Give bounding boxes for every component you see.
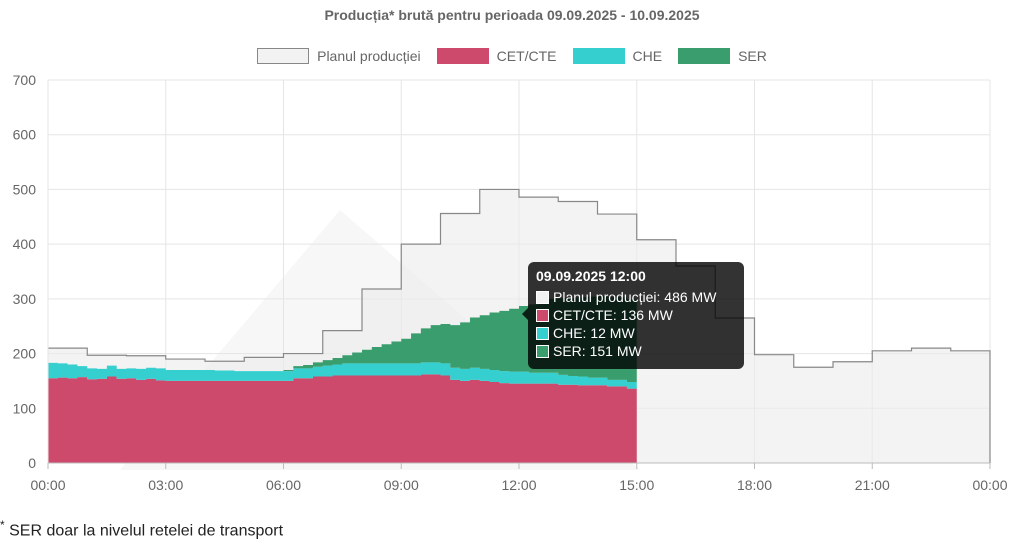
tooltip-title: 09.09.2025 12:00	[536, 268, 646, 284]
tooltip-caret	[522, 308, 528, 320]
tooltip-text-che: CHE: 12 MW	[553, 325, 635, 341]
y-tick-label: 100	[13, 400, 37, 416]
tooltip-swatch-cet-cte	[536, 308, 549, 322]
chart-title: Producția* brută pentru perioada 09.09.2…	[324, 7, 700, 23]
legend-label-che: CHE	[632, 48, 663, 64]
legend-swatch-ser	[678, 48, 731, 64]
legend-swatch-cet-cte	[436, 48, 489, 64]
x-tick-label: 03:00	[148, 477, 183, 493]
legend-item-che[interactable]: CHE	[572, 48, 663, 64]
tooltip-row-ser: SER: 151 MW	[536, 342, 736, 360]
y-tick-label: 300	[13, 291, 37, 307]
x-tick-label: 06:00	[266, 477, 301, 493]
footnote: * SER doar la nivelul retelei de transpo…	[0, 518, 283, 540]
x-tick-label: 15:00	[619, 477, 654, 493]
tooltip-row-plan: Planul producției: 486 MW	[536, 288, 736, 306]
legend-label-plan: Planul producției	[317, 48, 421, 64]
x-tick-label: 18:00	[737, 477, 772, 493]
x-tick-label: 09:00	[384, 477, 419, 493]
legend-item-plan[interactable]: Planul producției	[257, 48, 421, 64]
x-tick-label: 12:00	[501, 477, 536, 493]
footnote-text: SER doar la nivelul retelei de transport	[9, 522, 284, 540]
y-tick-label: 700	[13, 72, 37, 88]
tooltip-swatch-plan	[536, 290, 549, 304]
tooltip-text-cet-cte: CET/CTE: 136 MW	[553, 307, 673, 323]
chart-legend: Planul producției CET/CTE CHE SER	[0, 48, 1024, 64]
y-tick-label: 400	[13, 236, 37, 252]
series-line-plan	[48, 188, 991, 463]
legend-item-cet-cte[interactable]: CET/CTE	[436, 48, 557, 64]
x-tick-label: 00:00	[30, 477, 65, 493]
series-area-ser	[48, 295, 637, 383]
y-tick-label: 200	[13, 346, 37, 362]
chart-tooltip: 09.09.2025 12:00 Planul producției: 486 …	[522, 262, 744, 369]
y-tick-label: 0	[28, 455, 36, 471]
tooltip-text-ser: SER: 151 MW	[553, 343, 642, 359]
legend-swatch-che	[572, 48, 625, 64]
legend-label-ser: SER	[738, 48, 767, 64]
tooltip-text-plan: Planul producției: 486 MW	[553, 289, 717, 305]
footnote-asterisk: *	[0, 518, 5, 532]
x-tick-label: 21:00	[855, 477, 890, 493]
series-area-cet-cte	[48, 374, 637, 463]
legend-swatch-plan	[257, 48, 310, 64]
y-tick-label: 500	[13, 181, 37, 197]
legend-item-ser[interactable]: SER	[678, 48, 767, 64]
y-tick-label: 600	[13, 127, 37, 143]
tooltip-swatch-ser	[536, 344, 549, 358]
tooltip-row-che: CHE: 12 MW	[536, 324, 736, 342]
tooltip-swatch-che	[536, 326, 549, 340]
x-tick-label: 00:00	[972, 477, 1007, 493]
legend-label-cet-cte: CET/CTE	[496, 48, 557, 64]
tooltip-row-cet-cte: CET/CTE: 136 MW	[536, 306, 736, 324]
